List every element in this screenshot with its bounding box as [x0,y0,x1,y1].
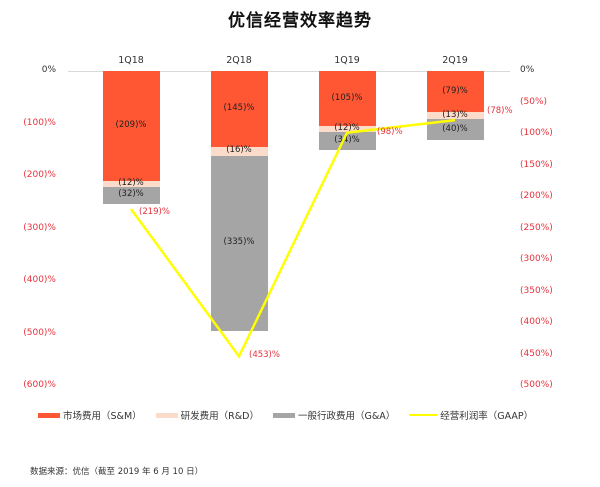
bar-segment-rd [210,147,268,156]
legend-item-gaap: 经营利润率（GAAP） [409,408,533,422]
line-value-label: (98)% [377,126,403,137]
legend: 市场费用（S&M） 研发费用（R&D） 一般行政费用（G&A） 经营利润率（GA… [38,408,547,422]
right-axis-tick: (300%) [520,254,553,264]
right-axis-tick: (450%) [520,348,553,359]
legend-label: 经营利润率（GAAP） [440,411,534,422]
category-label: 2Q19 [442,55,468,66]
bar-value-label: (40)% [442,123,468,134]
legend-label: 研发费用（R&D） [180,411,259,422]
bar-value-label: (335)% [223,237,255,248]
right-axis-tick: (150%) [520,159,553,170]
category-label: 1Q18 [118,55,144,66]
right-axis-tick: (200%) [520,191,553,201]
left-axis-tick: (600)% [23,380,56,390]
bar-segment-rd [426,112,484,120]
bar-segment-ga [102,187,160,204]
legend-item-rd: 研发费用（R&D） [155,408,259,422]
bar-segment-rd [102,180,160,188]
bar-segment-ga [318,132,376,151]
line-value-label: (78)% [487,106,513,117]
right-axis-tick: (400%) [520,317,553,327]
legend-swatch-gaap-icon [409,414,438,416]
legend-label: 市场费用（S&M） [63,411,142,422]
zero-baseline [68,71,510,72]
left-axis-tick: (500)% [23,327,56,338]
legend-swatch-rd-icon [155,412,178,418]
bar-value-label: (32)% [118,189,144,200]
left-axis-tick: (300)% [23,222,56,233]
bar-value-label: (13)% [442,109,468,120]
bar-value-label: (105)% [331,92,363,103]
right-axis-tick: (50%) [520,96,548,107]
legend-item-ga: 一般行政费用（G&A） [272,408,396,422]
bar-value-label: (145)% [223,103,255,114]
category-label: 1Q19 [334,55,360,66]
line-value-label: (453)% [249,350,280,361]
bar-segment-sm [318,71,376,127]
category-label: 2Q18 [226,55,252,66]
left-axis-tick: (100)% [23,117,56,128]
right-axis-tick: (250%) [520,222,553,233]
bar-value-label: (34)% [334,135,360,146]
legend-swatch-ga-icon [272,412,295,418]
bar-segment-ga [210,155,268,332]
left-axis-tick: (200)% [23,170,56,180]
bar-segment-sm [426,71,484,113]
right-axis-tick: (350%) [520,285,553,296]
bar-segment-rd [318,126,376,133]
left-axis-tick: (400)% [23,275,56,285]
legend-item-sm: 市场费用（S&M） [38,408,142,422]
right-axis-tick: (100%) [520,128,553,138]
bar-segment-sm [210,71,268,148]
legend-label: 一般行政费用（G&A） [297,411,396,422]
line-value-label: (219)% [139,206,170,217]
bar-segment-ga [426,119,484,141]
source-note: 数据来源：优信（截至 2019 年 6 月 10 日） [30,467,204,477]
left-axis-tick: 0% [41,65,56,75]
bar-value-label: (209)% [115,119,147,130]
bar-value-label: (12)% [118,177,144,188]
bar-value-label: (16)% [226,145,252,156]
chart-title: 优信经营效率趋势 [228,11,372,31]
bar-value-label: (12)% [334,123,360,134]
bar-segment-sm [102,71,160,181]
right-axis-tick: (500%) [520,380,553,390]
legend-swatch-sm-icon [38,412,60,418]
right-axis-tick: 0% [520,65,535,75]
bar-value-label: (79)% [442,85,468,96]
